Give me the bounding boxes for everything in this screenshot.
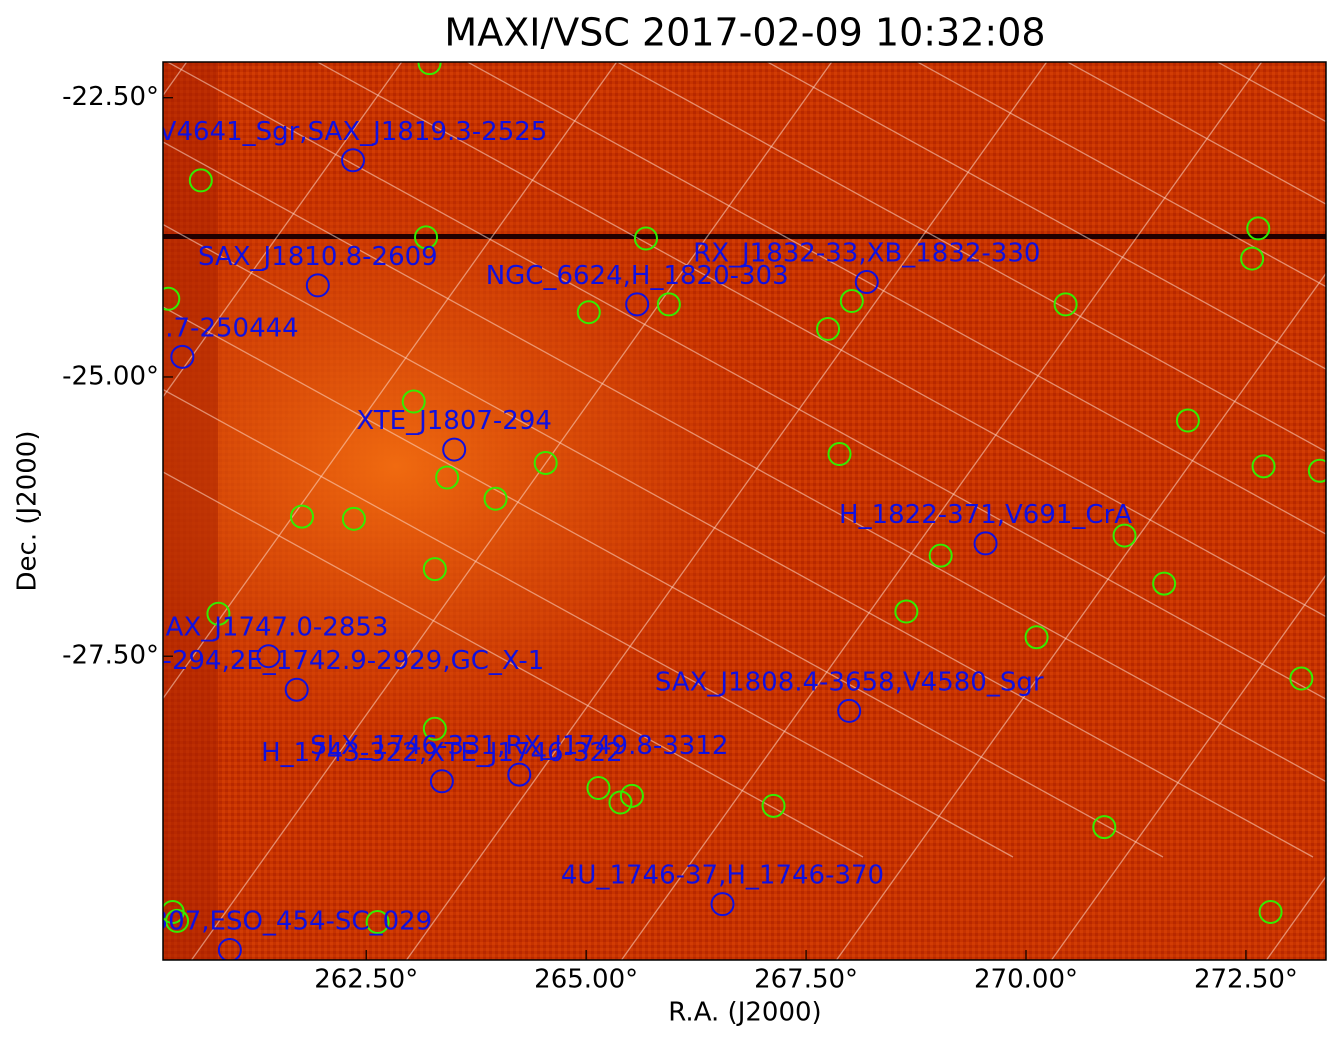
detection-circle <box>1289 666 1314 691</box>
detection-circle <box>1112 523 1137 548</box>
source-circle <box>973 531 998 556</box>
source-circle <box>341 148 366 173</box>
x-tick-label: 272.50° <box>1194 965 1298 995</box>
source-label: 4U_1724-307,ESO_454-SC_029 <box>28 906 433 936</box>
detection-circle <box>341 506 366 531</box>
detection-circle <box>206 601 231 626</box>
source-circle <box>442 437 467 462</box>
x-axis-label: R.A. (J2000) <box>668 998 821 1028</box>
detection-circle <box>422 557 447 582</box>
detection-circle <box>1152 571 1177 596</box>
source-circle <box>217 937 242 960</box>
detection-circle <box>401 389 426 414</box>
source-label: 180108.7-250444 <box>66 313 299 343</box>
detection-circle <box>656 292 681 317</box>
source-circle <box>837 698 862 723</box>
source-circle <box>710 892 735 917</box>
coord-grid-line <box>163 141 1326 783</box>
detection-circle <box>163 286 181 311</box>
detection-circle <box>1307 458 1326 483</box>
coord-grid-line <box>835 272 1326 960</box>
detection-circle <box>928 543 953 568</box>
source-circle <box>256 644 281 669</box>
source-circle <box>625 292 650 317</box>
chart-title: MAXI/VSC 2017-02-09 10:32:08 <box>444 11 1045 55</box>
x-tick-label: 267.50° <box>754 965 858 995</box>
detection-circle <box>1240 246 1265 271</box>
coord-grid-line <box>190 62 833 960</box>
source-label: XTE_J1807-294 <box>356 406 552 436</box>
source-circle <box>170 344 195 369</box>
detection-circle <box>435 465 460 490</box>
detection-circle <box>1053 292 1078 317</box>
y-tick-label: -27.50° <box>62 641 159 671</box>
detection-circle <box>816 316 841 341</box>
coord-grid-line <box>163 306 1164 858</box>
source-label: RX_J1832-33,XB_1832-330 <box>693 239 1040 269</box>
source-label: NGC_6624,H_1820-303 <box>486 261 789 291</box>
source-label: SAX_J1747.0-2853 <box>149 613 389 643</box>
coord-grid-line <box>163 62 403 398</box>
detection-circle <box>1258 899 1283 924</box>
coord-grid-line <box>620 62 1263 960</box>
detection-circle <box>1024 625 1049 650</box>
detection-circle <box>608 790 633 815</box>
detection-circle <box>619 783 644 808</box>
source-label: SAX_J1810.8-2609 <box>198 242 438 272</box>
source-circle <box>284 677 309 702</box>
detection-circle <box>586 775 611 800</box>
source-label: V4641_Sgr,SAX_J1819.3-2525 <box>159 117 548 147</box>
source-label: 4U_1746-37,H_1746-370 <box>561 861 884 891</box>
detection-circle <box>839 289 864 314</box>
detection-circle <box>165 908 190 933</box>
detection-circle <box>1092 815 1117 840</box>
detection-circle <box>761 793 786 818</box>
coord-grid-line <box>166 62 1326 700</box>
detection-circle <box>289 504 314 529</box>
coord-grid-line <box>766 62 1326 370</box>
sky-image: V4641_Sgr,SAX_J1819.3-2525 SAX_J1810.8-26… <box>28 62 1326 960</box>
x-tick-label: 265.00° <box>534 965 638 995</box>
detection-circle <box>417 62 442 76</box>
detection-circle <box>633 226 658 251</box>
detection-circle <box>576 300 601 325</box>
detection-circle <box>365 910 390 935</box>
source-circle <box>305 273 330 298</box>
source-circle <box>507 762 532 787</box>
detection-circle <box>483 486 508 511</box>
coord-grid-line <box>316 62 1326 618</box>
plot-frame <box>162 61 1327 961</box>
coord-grid-line <box>466 62 1326 535</box>
y-tick-label: -22.50° <box>62 82 159 112</box>
x-tick-label: 262.50° <box>314 965 418 995</box>
coord-grid-line <box>1050 573 1326 960</box>
source-label: SAX_J1808.4-3658,V4580_Sgr <box>655 667 1044 697</box>
coord-grid-line <box>405 62 1048 960</box>
y-tick-label: -25.00° <box>62 361 159 391</box>
detection-circle <box>827 442 852 467</box>
coord-grid-line <box>616 62 1326 453</box>
detection-circle <box>894 599 919 624</box>
detection-circle <box>1246 216 1271 241</box>
detection-circle <box>422 716 447 741</box>
source-circle <box>854 270 879 295</box>
coord-grid-line <box>163 62 618 700</box>
coord-grid-line <box>163 388 1014 858</box>
coord-grid-line <box>163 471 864 858</box>
source-circle <box>429 769 454 794</box>
source-label: H_1743-322,XTE_J1746-322 <box>261 738 623 768</box>
detection-circle <box>414 225 439 250</box>
coord-grid-line <box>163 223 1314 858</box>
detection-circle <box>188 168 213 193</box>
source-label: 1A_1742-294,2E_1742.9-2929,GC_X-1 <box>49 646 544 676</box>
source-label: SLX_1746-331,RX_J1749.8-3312 <box>310 731 728 761</box>
detection-circle <box>1251 454 1276 479</box>
y-axis-label: Dec. (J2000) <box>13 431 43 592</box>
source-label: H_1822-371,V691_CrA <box>839 500 1132 530</box>
detection-circle <box>1175 408 1200 433</box>
detection-circle <box>533 450 558 475</box>
x-tick-label: 270.00° <box>974 965 1078 995</box>
